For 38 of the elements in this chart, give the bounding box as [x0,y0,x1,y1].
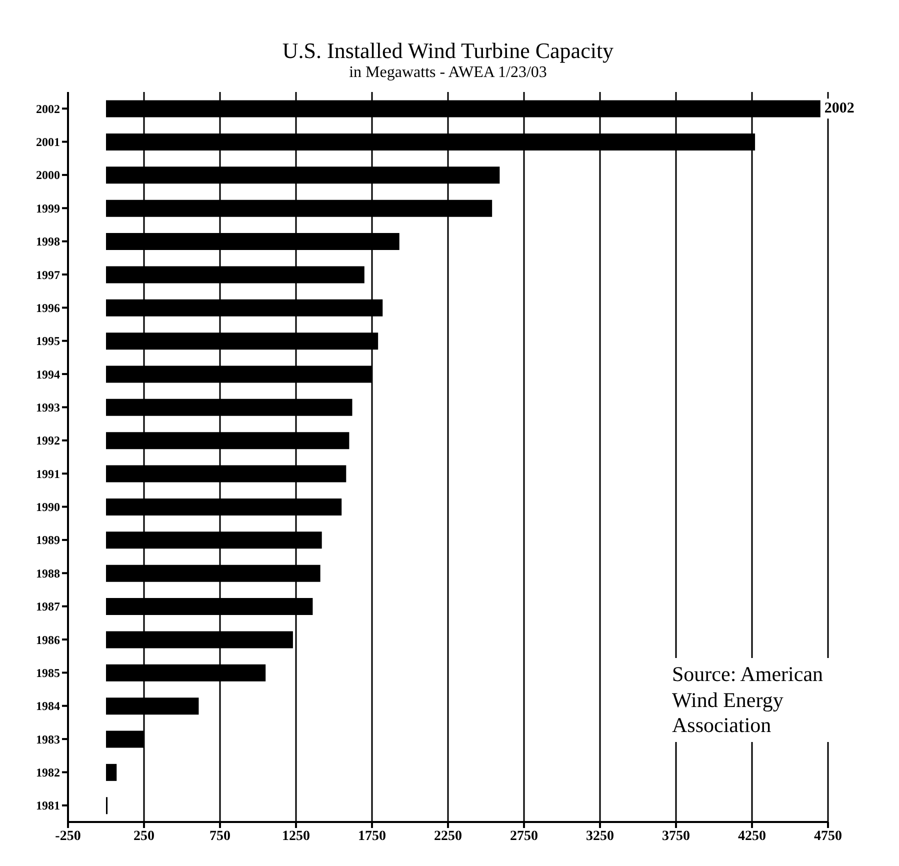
y-tick-label: 1997 [36,268,60,282]
x-tick-label: 1750 [358,828,386,844]
bar [106,764,117,781]
chart-title: U.S. Installed Wind Turbine Capacity [281,38,615,64]
x-tick-label: -250 [55,828,81,844]
y-tick-label: 1983 [36,732,60,746]
y-tick-label: 1993 [36,400,60,414]
y-tick-label: 1988 [36,566,60,580]
y-tick-label: 1982 [36,765,60,780]
chart-subtitle: in Megawatts - AWEA 1/23/03 [348,64,548,82]
y-tick-label: 1998 [36,234,60,249]
x-tick-label: 2250 [434,828,462,844]
y-tick-label: 1995 [36,334,60,348]
x-tick-label: 2750 [510,828,538,844]
y-tick-label: 1994 [36,367,60,382]
x-tick-label: 250 [134,828,154,844]
x-tick-label: 750 [210,828,230,844]
x-tick-label: 1250 [282,828,310,844]
y-tick-label: 2002 [36,102,60,116]
y-tick-label: 1987 [36,600,60,614]
y-tick-label: 1985 [36,666,60,680]
x-tick-label: 3750 [662,828,690,844]
y-tick-label: 2001 [36,135,60,150]
y-tick-label: 2000 [36,168,60,182]
x-tick-label: 4250 [738,828,766,844]
y-tick-label: 1992 [36,434,60,448]
x-tick-label: 4750 [814,828,842,844]
y-tick-label: 1996 [36,300,60,315]
y-tick-label: 1989 [36,533,60,548]
annotation: 2002 [824,100,854,117]
y-tick-label: 1984 [36,699,60,714]
y-tick-label: 1981 [36,798,60,813]
y-tick-label: 1986 [36,632,60,647]
annotation: Source: American Wind Energy Association [666,658,868,742]
y-tick-label: 1991 [36,466,60,481]
y-tick-label: 1990 [36,500,60,514]
x-tick-label: 3250 [586,828,614,844]
y-tick-label: 1999 [36,201,60,216]
